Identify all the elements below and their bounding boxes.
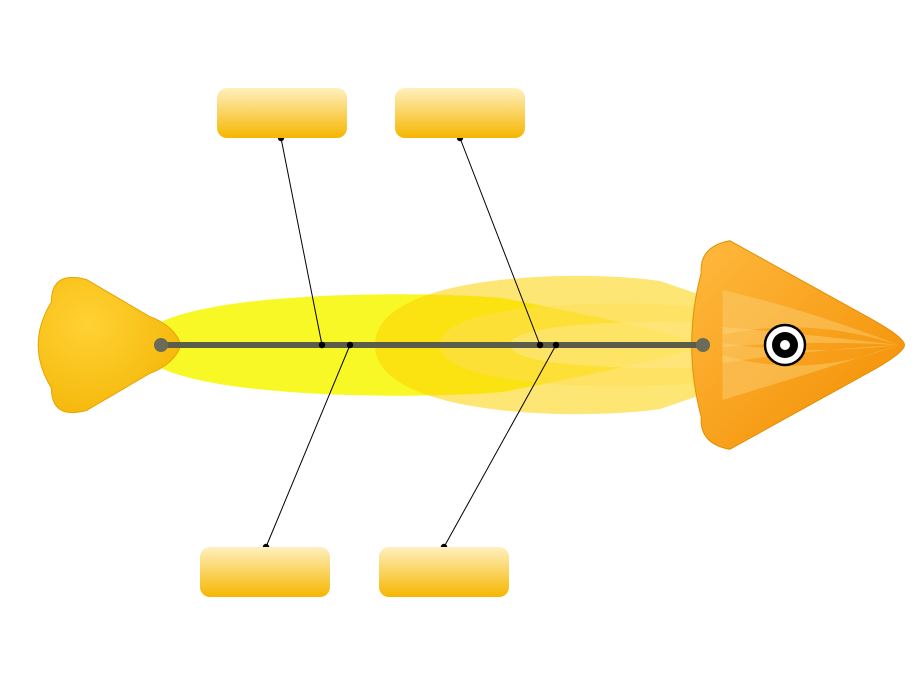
cause-box[interactable] [379,547,509,597]
bone-dot-spine [347,342,353,348]
spine-end-left [154,338,168,352]
cause-box[interactable] [200,547,330,597]
bone-dot-spine [537,342,543,348]
bone-dot-spine [319,342,325,348]
bone-dot-spine [553,342,559,348]
spine-end-right [696,338,710,352]
fishbone-diagram [0,0,920,690]
cause-box[interactable] [217,88,347,138]
cause-box[interactable] [395,88,525,138]
fish-eye [765,325,805,365]
